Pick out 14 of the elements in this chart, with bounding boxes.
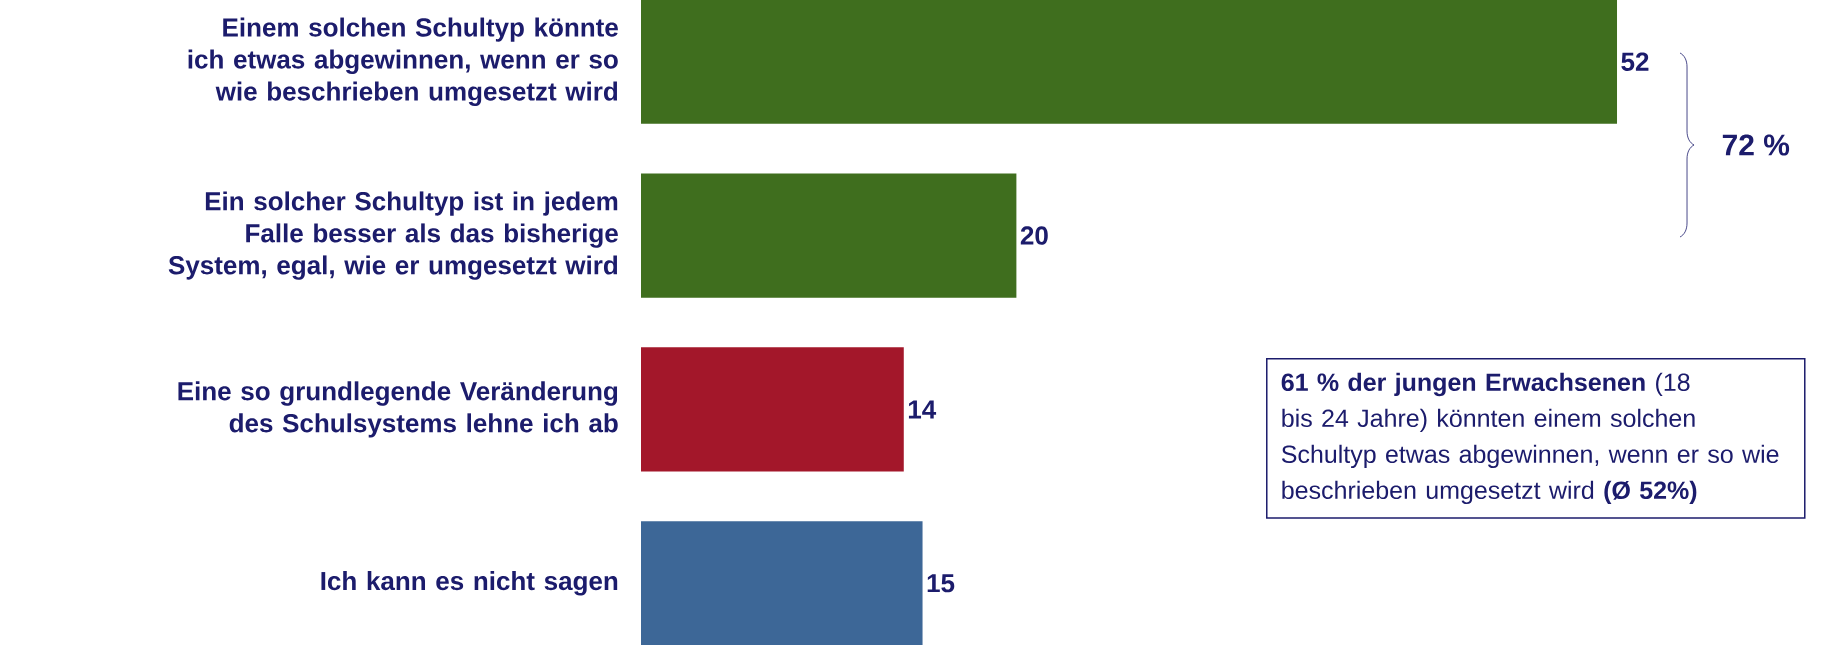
bar [641, 173, 1017, 298]
annotation: 61 % der jungen Erwachsenen (18 bis 24 Jahre) könnten einem solchen Schultyp etwas abgewinnen, wenn er so wie beschrieben umgesetzt wird (Ø 52%) [1281, 372, 1779, 505]
data-label: 15 [927, 574, 955, 593]
bar [641, 0, 1618, 124]
bar [641, 521, 923, 645]
data-label: 14 [908, 400, 937, 419]
data-label: 52 [1621, 52, 1649, 71]
y-tick-label: Ein solcher Schultyp ist in jedem Falle besser als das bisherige System, egal, wie er umgesetzt wird [168, 191, 618, 280]
y-tick-label: Eine so grundlegende Veränderung des Schulsystems lehne ich ab [178, 381, 618, 438]
bar [641, 347, 904, 472]
text: 72 % [1722, 134, 1790, 156]
y-tick-label: Einem solchen Schultyp könnte ich etwas abgewinnen, wenn er so wie beschrieben umgesetzt wird [188, 17, 618, 106]
data-label: 20 [1020, 226, 1048, 245]
y-tick-label: Ich kann es nicht sagen [321, 571, 618, 596]
